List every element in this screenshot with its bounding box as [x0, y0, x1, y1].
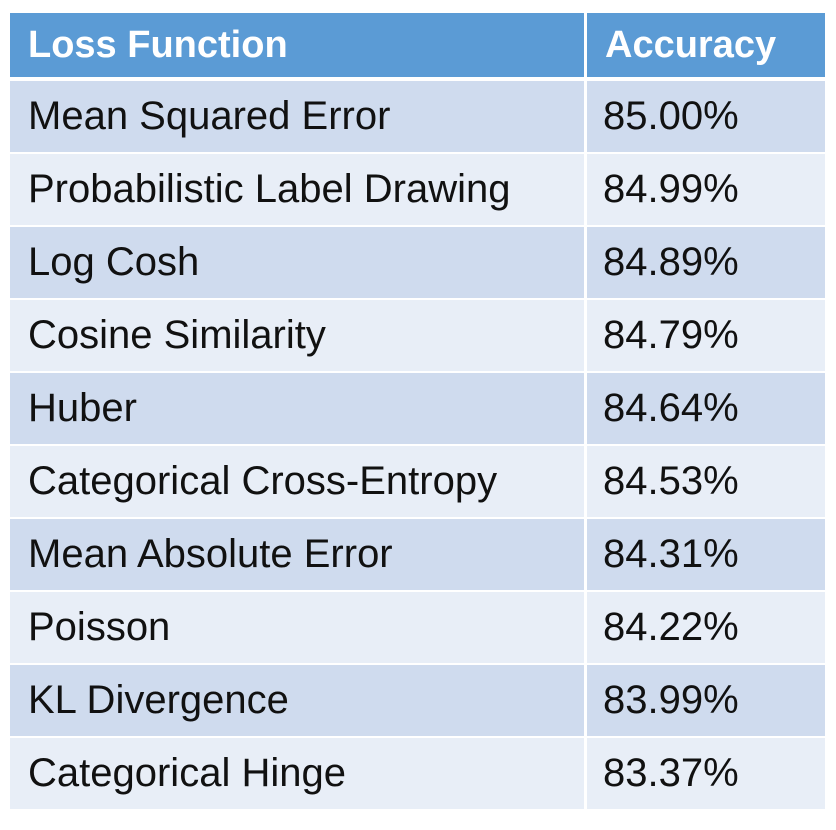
- loss-function-cell: Categorical Cross-Entropy: [10, 446, 587, 519]
- loss-function-cell: Cosine Similarity: [10, 300, 587, 373]
- loss-function-cell: Huber: [10, 373, 587, 446]
- table-row: Mean Absolute Error 84.31%: [10, 519, 825, 592]
- table-row: Categorical Hinge 83.37%: [10, 738, 825, 811]
- loss-function-cell: Mean Squared Error: [10, 81, 587, 154]
- accuracy-cell: 84.89%: [587, 227, 825, 300]
- accuracy-cell: 84.64%: [587, 373, 825, 446]
- table-row: Poisson 84.22%: [10, 592, 825, 665]
- loss-function-cell: Mean Absolute Error: [10, 519, 587, 592]
- accuracy-cell: 84.53%: [587, 446, 825, 519]
- table-row: Probabilistic Label Drawing 84.99%: [10, 154, 825, 227]
- loss-function-cell: Log Cosh: [10, 227, 587, 300]
- header-row: Loss Function Accuracy: [10, 13, 825, 81]
- loss-function-cell: Probabilistic Label Drawing: [10, 154, 587, 227]
- loss-accuracy-table: Loss Function Accuracy Mean Squared Erro…: [10, 13, 825, 811]
- accuracy-cell: 83.99%: [587, 665, 825, 738]
- table-row: Log Cosh 84.89%: [10, 227, 825, 300]
- table-row: Cosine Similarity 84.79%: [10, 300, 825, 373]
- header-loss-function: Loss Function: [10, 13, 587, 81]
- accuracy-cell: 84.79%: [587, 300, 825, 373]
- loss-function-cell: Poisson: [10, 592, 587, 665]
- accuracy-cell: 84.22%: [587, 592, 825, 665]
- accuracy-cell: 85.00%: [587, 81, 825, 154]
- loss-function-cell: KL Divergence: [10, 665, 587, 738]
- table-row: Huber 84.64%: [10, 373, 825, 446]
- table-row: KL Divergence 83.99%: [10, 665, 825, 738]
- table-body: Mean Squared Error 85.00% Probabilistic La…: [10, 81, 825, 811]
- accuracy-cell: 84.99%: [587, 154, 825, 227]
- accuracy-cell: 84.31%: [587, 519, 825, 592]
- results-table-container: Loss Function Accuracy Mean Squared Erro…: [10, 13, 825, 820]
- table-row: Categorical Cross-Entropy 84.53%: [10, 446, 825, 519]
- accuracy-cell: 83.37%: [587, 738, 825, 811]
- table-row: Mean Squared Error 85.00%: [10, 81, 825, 154]
- loss-function-cell: Categorical Hinge: [10, 738, 587, 811]
- header-accuracy: Accuracy: [587, 13, 825, 81]
